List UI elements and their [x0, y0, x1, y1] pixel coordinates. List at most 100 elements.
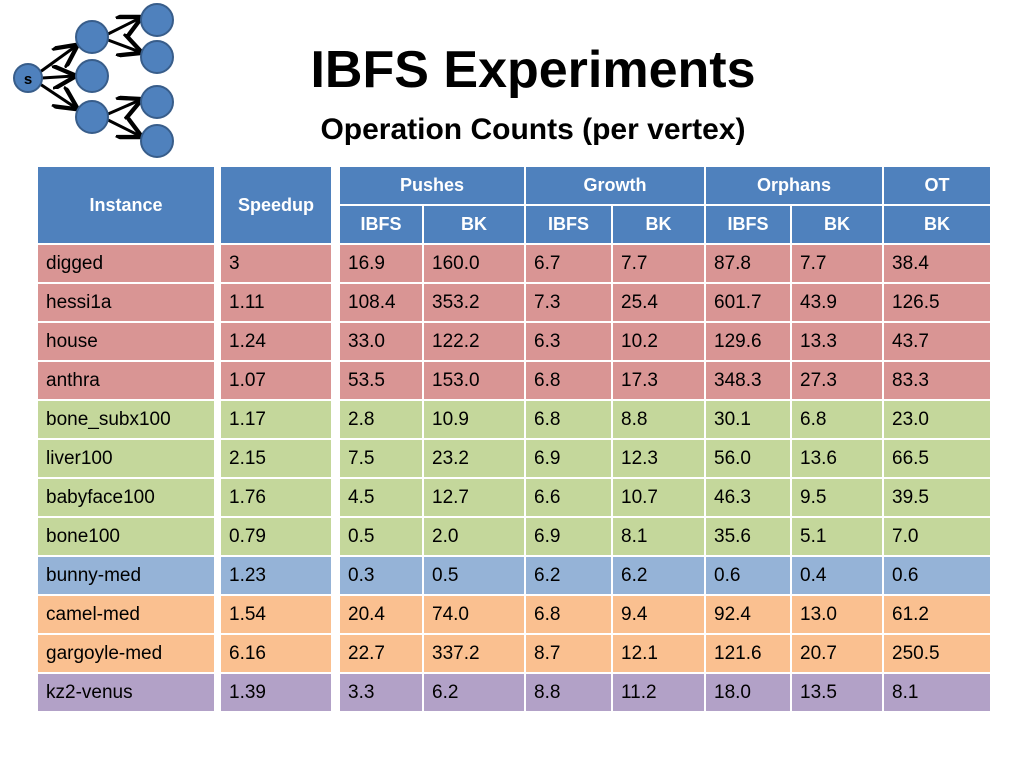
instance-cell: gargoyle-med — [38, 635, 214, 672]
operation-counts-table: Pushes Growth Orphans OT IBFS BK IBFS BK IBFS BK… — [338, 165, 992, 713]
instance-column-panel: Instance digged hessi1a house anthra bone_su… — [36, 165, 216, 713]
table-row: gargoyle-med — [38, 635, 214, 672]
count-cell: 74.0 — [424, 596, 524, 633]
count-cell: 153.0 — [424, 362, 524, 399]
instance-cell: liver100 — [38, 440, 214, 477]
speedup-cell: 0.79 — [221, 518, 331, 555]
group-header-row: Pushes Growth Orphans OT — [340, 167, 990, 204]
group-header: OT — [884, 167, 990, 204]
source-node — [13, 63, 43, 93]
instance-header: Instance — [38, 167, 214, 243]
count-cell: 39.5 — [884, 479, 990, 516]
count-cell: 25.4 — [613, 284, 704, 321]
speedup-cell: 1.17 — [221, 401, 331, 438]
count-cell: 6.9 — [526, 518, 611, 555]
count-cell: 10.9 — [424, 401, 524, 438]
speedup-cell: 1.11 — [221, 284, 331, 321]
count-cell: 18.0 — [706, 674, 790, 711]
count-cell: 5.1 — [792, 518, 882, 555]
count-cell: 6.7 — [526, 245, 611, 282]
count-cell: 7.0 — [884, 518, 990, 555]
count-cell: 7.7 — [613, 245, 704, 282]
count-cell: 353.2 — [424, 284, 524, 321]
table-row: 22.7 337.2 8.7 12.1 121.6 20.7 250.5 — [340, 635, 990, 672]
count-cell: 8.7 — [526, 635, 611, 672]
table-row: 4.5 12.7 6.6 10.7 46.3 9.5 39.5 — [340, 479, 990, 516]
count-cell: 348.3 — [706, 362, 790, 399]
table-row: 16.9 160.0 6.7 7.7 87.8 7.7 38.4 — [340, 245, 990, 282]
count-cell: 601.7 — [706, 284, 790, 321]
count-cell: 11.2 — [613, 674, 704, 711]
table-row: 1.11 — [221, 284, 331, 321]
count-cell: 22.7 — [340, 635, 422, 672]
count-cell: 6.8 — [526, 362, 611, 399]
count-cell: 92.4 — [706, 596, 790, 633]
count-cell: 10.7 — [613, 479, 704, 516]
group-header: Growth — [526, 167, 704, 204]
count-cell: 66.5 — [884, 440, 990, 477]
edge — [39, 82, 76, 108]
count-cell: 7.3 — [526, 284, 611, 321]
speedup-table: Speedup 3 1.11 1.24 1.07 1.17 2.15 1.76 0.79 1.2… — [219, 165, 333, 713]
node — [75, 59, 109, 93]
count-cell: 6.2 — [526, 557, 611, 594]
count-cell: 6.9 — [526, 440, 611, 477]
count-cell: 108.4 — [340, 284, 422, 321]
table-row: liver100 — [38, 440, 214, 477]
count-cell: 2.0 — [424, 518, 524, 555]
group-header: Pushes — [340, 167, 524, 204]
table-row: 6.16 — [221, 635, 331, 672]
table-row: bone100 — [38, 518, 214, 555]
count-cell: 23.2 — [424, 440, 524, 477]
count-cell: 8.1 — [613, 518, 704, 555]
count-cell: 8.8 — [526, 674, 611, 711]
count-cell: 13.3 — [792, 323, 882, 360]
instance-cell: kz2-venus — [38, 674, 214, 711]
count-cell: 61.2 — [884, 596, 990, 633]
subheader-cell: BK — [884, 206, 990, 243]
table-row: house — [38, 323, 214, 360]
node — [75, 100, 109, 134]
table-row: 1.76 — [221, 479, 331, 516]
count-cell: 0.5 — [424, 557, 524, 594]
count-cell: 23.0 — [884, 401, 990, 438]
slide-title: IBFS Experiments — [310, 41, 756, 99]
bfs-tree-logo: s — [13, 3, 174, 158]
speedup-column-panel: Speedup 3 1.11 1.24 1.07 1.17 2.15 1.76 0.79 1.2… — [219, 165, 333, 713]
source-node-label: s — [24, 71, 32, 88]
count-cell: 9.5 — [792, 479, 882, 516]
edge — [41, 76, 74, 78]
count-cell: 0.5 — [340, 518, 422, 555]
count-cell: 7.5 — [340, 440, 422, 477]
instance-cell: babyface100 — [38, 479, 214, 516]
table-row: babyface100 — [38, 479, 214, 516]
count-cell: 35.6 — [706, 518, 790, 555]
count-cell: 122.2 — [424, 323, 524, 360]
subheader-cell: IBFS — [526, 206, 611, 243]
count-cell: 3.3 — [340, 674, 422, 711]
count-cell: 121.6 — [706, 635, 790, 672]
count-cell: 126.5 — [884, 284, 990, 321]
edge — [107, 18, 140, 34]
count-cell: 6.3 — [526, 323, 611, 360]
node — [140, 85, 174, 119]
table-row: bunny-med — [38, 557, 214, 594]
count-cell: 13.0 — [792, 596, 882, 633]
table-row: 0.5 2.0 6.9 8.1 35.6 5.1 7.0 — [340, 518, 990, 555]
count-cell: 337.2 — [424, 635, 524, 672]
count-cell: 13.5 — [792, 674, 882, 711]
count-cell: 7.7 — [792, 245, 882, 282]
instance-cell: house — [38, 323, 214, 360]
speedup-cell: 2.15 — [221, 440, 331, 477]
count-cell: 9.4 — [613, 596, 704, 633]
count-cell: 8.1 — [884, 674, 990, 711]
node — [140, 40, 174, 74]
instance-cell: anthra — [38, 362, 214, 399]
table-row: 1.07 — [221, 362, 331, 399]
count-cell: 2.8 — [340, 401, 422, 438]
edge — [107, 100, 140, 114]
instance-cell: bone100 — [38, 518, 214, 555]
node — [140, 124, 174, 158]
subheader-cell: IBFS — [706, 206, 790, 243]
table-row: 0.79 — [221, 518, 331, 555]
